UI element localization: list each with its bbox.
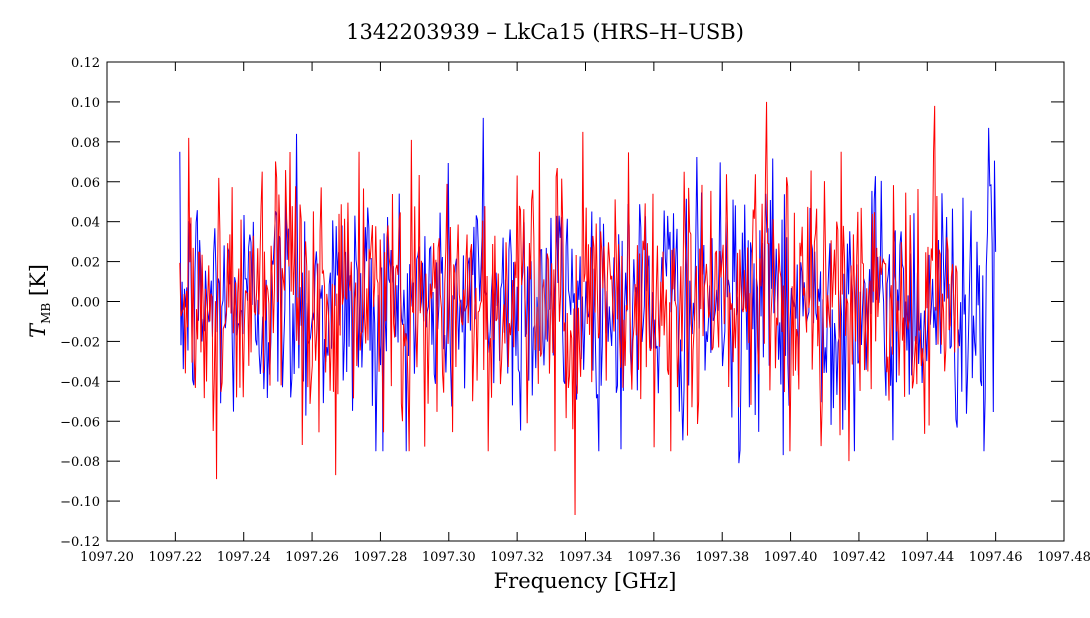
y-axis: −0.12 −0.10 −0.08 −0.06 −0.04 −0.02 0.00 0.02 0.… (60, 56, 1064, 550)
x-tick-label: 1097.34 (559, 550, 613, 565)
y-tick-label: −0.08 (60, 455, 100, 470)
y-axis-label-subscript: MB (39, 303, 53, 324)
y-tick-label: 0.08 (71, 136, 100, 151)
chart-title: 1342203939 – LkCa15 (HRS–H–USB) (346, 20, 744, 44)
x-axis-label: Frequency [GHz] (494, 569, 677, 593)
y-tick-label: 0.12 (71, 56, 100, 71)
x-tick-label: 1097.28 (354, 550, 408, 565)
x-tick-label: 1097.32 (490, 550, 544, 565)
x-tick-label: 1097.22 (148, 550, 202, 565)
x-tick-label: 1097.40 (764, 550, 818, 565)
x-tick-label: 1097.38 (695, 550, 749, 565)
x-tick-label: 1097.44 (900, 550, 954, 565)
y-tick-label: 0.06 (71, 176, 100, 191)
series-red-line (179, 101, 959, 516)
highlight-blob (527, 251, 555, 372)
x-tick-label: 1097.30 (422, 550, 476, 565)
y-tick-label: 0.04 (71, 216, 100, 231)
overlay-layer (527, 251, 555, 372)
x-tick-label: 1097.20 (80, 550, 134, 565)
x-tick-label: 1097.26 (285, 550, 339, 565)
y-tick-label: −0.12 (60, 535, 100, 550)
y-axis-label-main: T (26, 322, 50, 338)
y-tick-label: 0.00 (71, 296, 100, 311)
y-tick-label: −0.02 (60, 335, 100, 350)
y-tick-label: −0.06 (60, 415, 100, 430)
series-layer (179, 101, 997, 516)
x-tick-label: 1097.46 (969, 550, 1023, 565)
y-tick-label: 0.10 (71, 96, 100, 111)
x-axis: 1097.20 1097.22 1097.24 1097.26 1097.28 1097.… (80, 62, 1090, 565)
y-tick-label: −0.04 (60, 375, 100, 390)
x-tick-label: 1097.42 (832, 550, 886, 565)
x-tick-label: 1097.36 (627, 550, 681, 565)
y-tick-label: −0.10 (60, 495, 100, 510)
x-tick-label: 1097.24 (217, 550, 271, 565)
y-axis-label-unit: [K] (26, 264, 50, 303)
x-tick-label: 1097.48 (1037, 550, 1090, 565)
y-axis-label: TMB [K] (26, 264, 53, 338)
y-tick-label: 0.02 (71, 256, 100, 271)
